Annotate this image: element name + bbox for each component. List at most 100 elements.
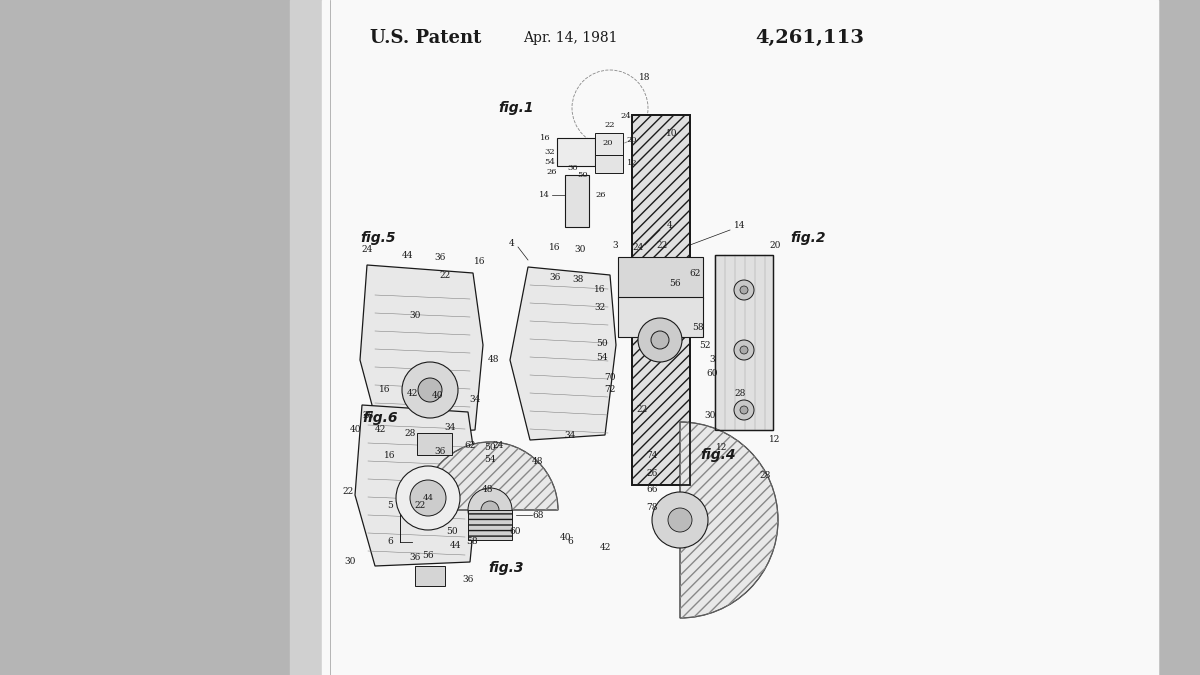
Bar [415, 566, 445, 586]
Text: 36: 36 [434, 252, 445, 261]
Circle shape [734, 400, 754, 420]
Text: 36: 36 [462, 576, 474, 585]
Text: 22: 22 [656, 240, 667, 250]
Text: 22: 22 [636, 406, 648, 414]
Text: 50: 50 [596, 338, 608, 348]
Text: 16: 16 [540, 134, 551, 142]
Text: 5: 5 [388, 500, 392, 510]
Text: 24: 24 [632, 242, 643, 252]
Text: 74: 74 [647, 450, 658, 460]
Text: 4,261,113: 4,261,113 [756, 29, 864, 47]
Text: 44: 44 [449, 541, 461, 549]
Text: 30: 30 [409, 310, 421, 319]
Wedge shape [680, 422, 778, 618]
Bar [632, 115, 690, 485]
Text: 54: 54 [545, 158, 556, 166]
Bar [1158, 0, 1200, 675]
Text: 28: 28 [362, 410, 373, 419]
Polygon shape [510, 267, 616, 440]
Text: 6: 6 [568, 537, 572, 547]
Polygon shape [355, 405, 478, 566]
Text: 20: 20 [602, 139, 613, 147]
Text: fig.4: fig.4 [700, 448, 736, 462]
Text: 28: 28 [404, 429, 415, 437]
Bar [322, 0, 1158, 675]
Text: 14: 14 [539, 191, 550, 199]
Circle shape [481, 501, 499, 519]
Text: 34: 34 [469, 396, 481, 404]
Text: 42: 42 [407, 389, 418, 398]
Text: 68: 68 [533, 510, 544, 520]
Text: 50: 50 [484, 443, 496, 452]
Text: 26: 26 [595, 191, 606, 199]
Text: 22: 22 [605, 121, 616, 129]
Text: 66: 66 [647, 485, 658, 495]
Bar [595, 155, 623, 173]
Text: 70: 70 [605, 373, 616, 381]
Bar [557, 138, 595, 166]
Text: 20: 20 [769, 240, 781, 250]
Text: 16: 16 [474, 257, 486, 267]
Text: 62: 62 [689, 269, 701, 277]
Bar [418, 433, 452, 455]
Circle shape [650, 331, 670, 349]
Text: 78: 78 [647, 502, 658, 512]
Text: 58: 58 [466, 537, 478, 547]
Circle shape [396, 466, 460, 530]
Text: 30: 30 [568, 164, 578, 172]
Text: 14: 14 [734, 221, 745, 230]
Circle shape [734, 280, 754, 300]
Text: 18: 18 [640, 74, 650, 82]
Text: 4: 4 [509, 238, 515, 248]
Text: 34: 34 [444, 423, 456, 431]
Text: 12: 12 [716, 443, 727, 452]
Text: 48: 48 [533, 458, 544, 466]
Text: 44: 44 [401, 250, 413, 259]
Text: fig.2: fig.2 [790, 231, 826, 245]
Text: 12: 12 [626, 159, 637, 167]
Text: 30: 30 [575, 246, 586, 254]
Text: fig.1: fig.1 [498, 101, 534, 115]
Text: 26: 26 [547, 168, 557, 176]
Circle shape [740, 346, 748, 354]
Text: 50: 50 [446, 527, 458, 537]
Bar [565, 175, 589, 227]
Text: 28: 28 [734, 389, 745, 398]
Text: fig.6: fig.6 [362, 411, 397, 425]
Text: 24: 24 [361, 246, 373, 254]
Text: 52: 52 [700, 340, 710, 350]
Circle shape [418, 378, 442, 402]
Circle shape [410, 480, 446, 516]
Text: 40: 40 [432, 391, 444, 400]
Text: 10: 10 [666, 128, 678, 138]
Text: 22: 22 [342, 487, 354, 497]
Text: 40: 40 [349, 425, 361, 435]
Bar [618, 257, 703, 299]
Circle shape [402, 362, 458, 418]
Text: 56: 56 [422, 551, 434, 560]
Circle shape [668, 508, 692, 532]
Text: 60: 60 [707, 369, 718, 377]
Text: 3: 3 [709, 356, 715, 365]
Text: 24: 24 [492, 441, 504, 450]
Text: Apr. 14, 1981: Apr. 14, 1981 [523, 31, 617, 45]
Text: 48: 48 [487, 356, 499, 365]
Text: 16: 16 [379, 385, 391, 394]
Bar [618, 297, 703, 337]
Text: 50: 50 [577, 171, 588, 179]
Text: 36: 36 [550, 273, 560, 281]
Bar [290, 0, 322, 675]
Text: 32: 32 [545, 148, 556, 156]
Bar [1140, 0, 1158, 675]
Text: 40: 40 [559, 533, 571, 543]
Text: 60: 60 [509, 527, 521, 537]
Text: fig.5: fig.5 [360, 231, 396, 245]
Bar [0, 0, 322, 675]
Text: 48: 48 [482, 485, 493, 495]
Text: 6: 6 [388, 537, 392, 547]
Text: 22: 22 [414, 500, 426, 510]
Bar [715, 255, 773, 430]
Circle shape [740, 406, 748, 414]
Text: 58: 58 [692, 323, 704, 331]
Text: 54: 54 [484, 456, 496, 464]
